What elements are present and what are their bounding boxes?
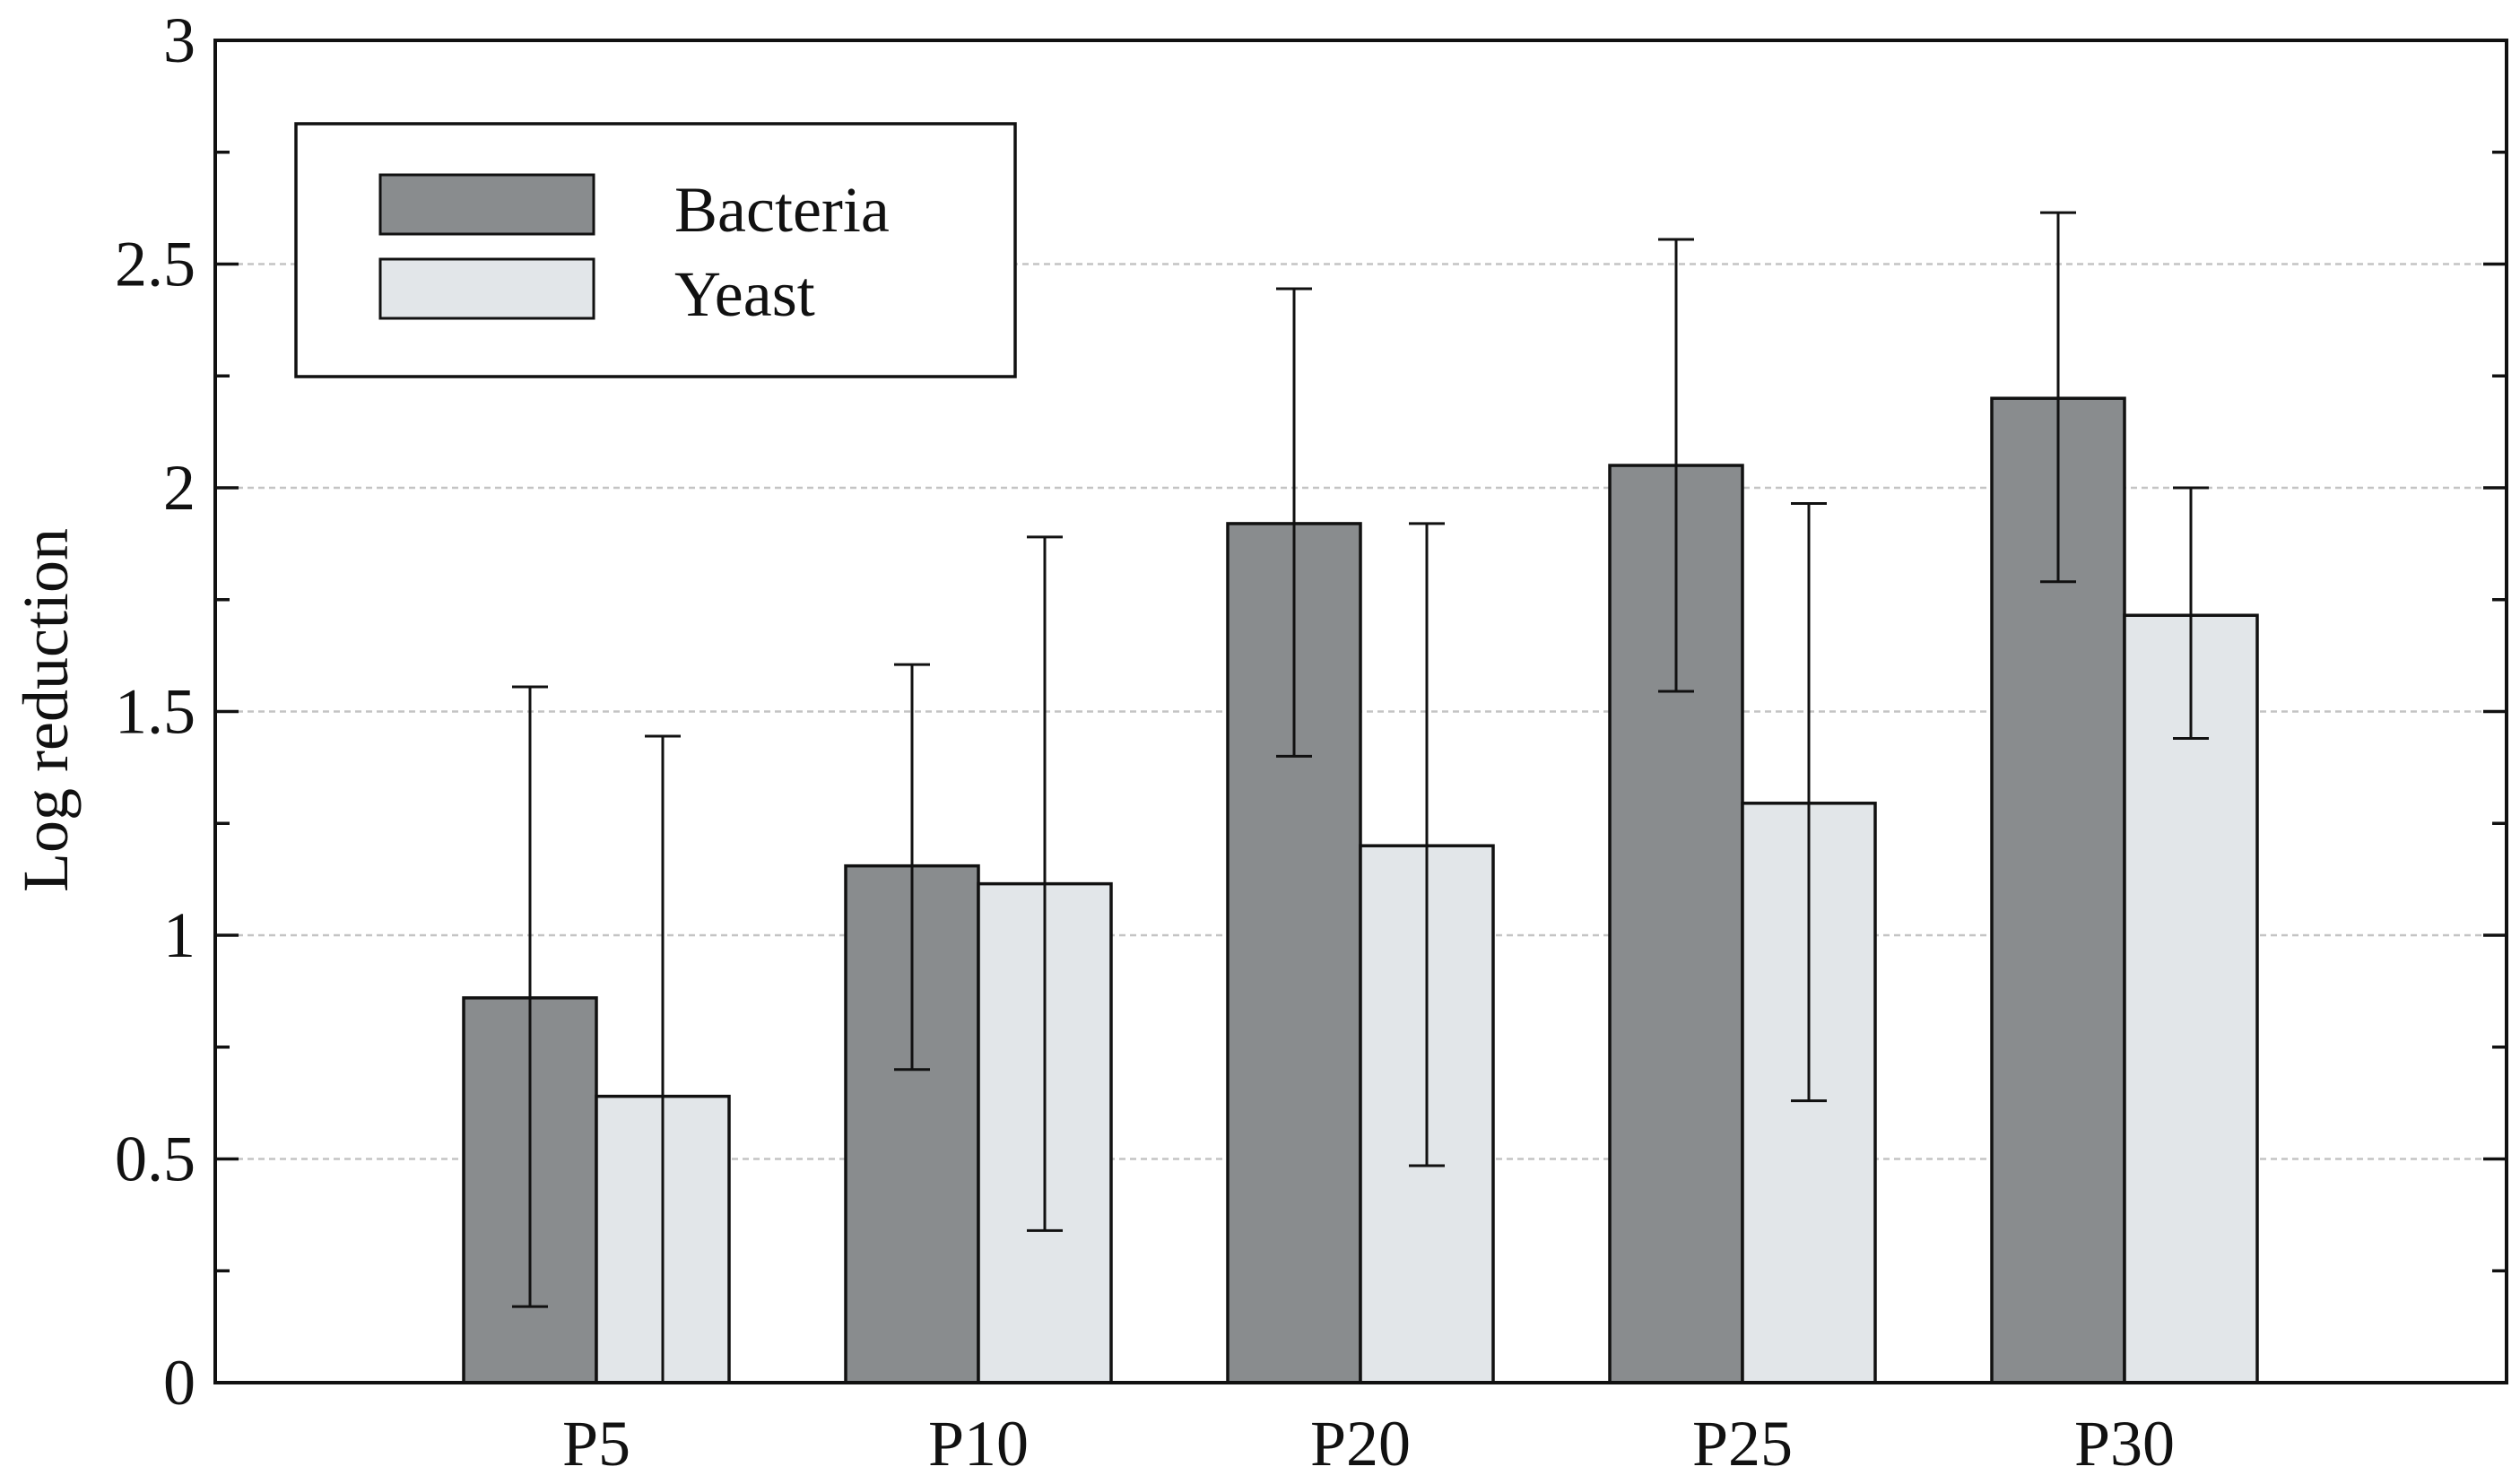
legend: Bacteria Yeast xyxy=(294,122,1017,378)
y-tick-label: 3 xyxy=(163,4,196,76)
y-tick-label: 2 xyxy=(163,452,196,524)
x-category-label: P5 xyxy=(562,1408,630,1480)
x-category-label: P20 xyxy=(1310,1408,1411,1480)
x-category-label: P10 xyxy=(928,1408,1029,1480)
y-tick-label: 1 xyxy=(163,899,196,971)
y-tick-label: 2.5 xyxy=(115,229,196,300)
legend-label-yeast: Yeast xyxy=(674,258,815,330)
bar-yeast-p30 xyxy=(2123,613,2259,1384)
y-tick-label: 0.5 xyxy=(115,1124,196,1195)
legend-box xyxy=(294,122,1017,378)
legend-swatch-bacteria xyxy=(378,173,595,236)
y-axis-label: Log reduction xyxy=(10,528,82,892)
x-category-label: P30 xyxy=(2074,1408,2175,1480)
y-tick-labels: 0 0.5 1 1.5 2 2.5 3 xyxy=(115,4,196,1419)
axis-ticks xyxy=(215,39,2507,1384)
x-category-labels: P5 P10 P20 P25 P30 xyxy=(562,1408,2175,1480)
y-tick-label: 0 xyxy=(163,1347,196,1419)
error-bars xyxy=(512,211,2209,1383)
x-category-label: P25 xyxy=(1692,1408,1793,1480)
legend-label-bacteria: Bacteria xyxy=(674,174,890,246)
legend-swatch-yeast xyxy=(378,257,595,320)
y-tick-label: 1.5 xyxy=(115,676,196,748)
